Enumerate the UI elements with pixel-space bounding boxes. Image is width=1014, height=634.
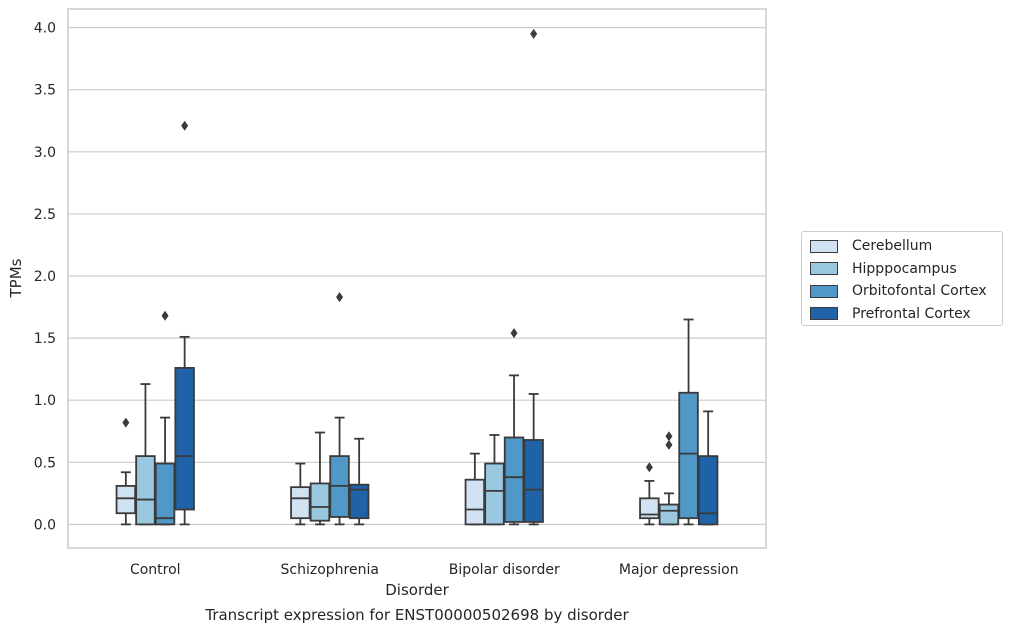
box-iqr [523, 439, 544, 523]
legend-item: Cerebellum [810, 236, 932, 256]
y-tick-label: 4.0 [34, 21, 56, 37]
box-cerebellum [115, 417, 137, 526]
legend-item: Prefrontal Cortex [810, 304, 971, 324]
box-iqr [484, 462, 505, 526]
box-cerebellum [464, 452, 486, 526]
box-prefrontal-cortex [174, 120, 195, 526]
box-orbitofontal-cortex [329, 292, 350, 526]
box-hipppocampus [658, 431, 680, 526]
outlier-point [181, 120, 189, 131]
y-axis-ticks: 0.0 0.5 1.0 1.5 2.0 2.5 3.0 3.5 4.0 [34, 21, 56, 534]
box-hipppocampus [135, 383, 156, 526]
box-iqr [503, 436, 525, 523]
x-tick-label: Major depression [619, 562, 739, 578]
box-iqr [135, 455, 156, 526]
chart-caption: Transcript expression for ENST0000050269… [205, 606, 629, 624]
legend-label: Orbitofontal Cortex [852, 283, 987, 299]
legend-label: Hipppocampus [852, 260, 957, 277]
y-tick-label: 2.5 [34, 207, 56, 223]
y-tick-label: 3.0 [34, 145, 56, 161]
x-tick-label: Schizophrenia [281, 562, 379, 578]
legend-item: Orbitofontal Cortex [810, 281, 987, 301]
y-tick-label: 1.0 [34, 393, 56, 409]
legend-swatch [810, 307, 838, 320]
y-tick-label: 0.5 [34, 455, 56, 471]
y-tick-label: 2.0 [34, 269, 56, 285]
y-tick-label: 3.5 [34, 83, 56, 99]
box-layer [115, 28, 719, 526]
outlier-point [530, 28, 538, 39]
legend-label: Prefrontal Cortex [852, 305, 971, 322]
outlier-point [665, 439, 673, 450]
box-iqr [348, 483, 370, 520]
outlier-point [161, 310, 169, 321]
x-tick-label: Control [130, 562, 181, 578]
legend-swatch [810, 284, 838, 298]
x-axis-label: Disorder [385, 581, 449, 599]
box-iqr [174, 367, 195, 511]
box-orbitofontal-cortex [678, 318, 699, 526]
outlier-point [336, 292, 344, 303]
box-cerebellum [639, 462, 660, 526]
box-orbitofontal-cortex [503, 328, 525, 526]
x-tick-label: Bipolar disorder [449, 562, 560, 578]
legend-swatch [810, 239, 838, 253]
gridlines [68, 27, 766, 526]
legend-swatch [810, 262, 838, 275]
outlier-point [645, 462, 653, 473]
box-iqr [464, 478, 486, 526]
box-orbitofontal-cortex [154, 310, 176, 526]
outlier-point [510, 328, 518, 339]
y-tick-label: 1.5 [34, 331, 56, 347]
legend-item: Hipppocampus [810, 259, 957, 279]
y-tick-label: 0.0 [34, 517, 56, 533]
box-iqr [658, 503, 680, 526]
x-axis-ticks: Control Schizophrenia Bipolar disorder Majo… [130, 562, 739, 578]
box-prefrontal-cortex [348, 437, 370, 526]
box-iqr [309, 482, 331, 522]
legend-label: Cerebellum [852, 238, 933, 254]
box-iqr [290, 486, 311, 520]
box-hipppocampus [309, 431, 331, 526]
box-prefrontal-cortex [523, 28, 544, 526]
box-prefrontal-cortex [697, 410, 719, 526]
y-axis-label: TPMs [7, 258, 25, 298]
legend: Cerebellum Hipppocampus Orbitofontal Corte… [801, 231, 1003, 326]
box-cerebellum [290, 462, 311, 526]
plot-frame [67, 8, 767, 549]
box-hipppocampus [484, 434, 505, 526]
outlier-point [122, 417, 130, 428]
box-iqr [639, 497, 660, 520]
box-iqr [115, 485, 137, 515]
box-iqr [154, 462, 176, 526]
box-iqr [678, 391, 699, 520]
box-iqr [697, 455, 719, 526]
outlier-point [665, 431, 673, 442]
